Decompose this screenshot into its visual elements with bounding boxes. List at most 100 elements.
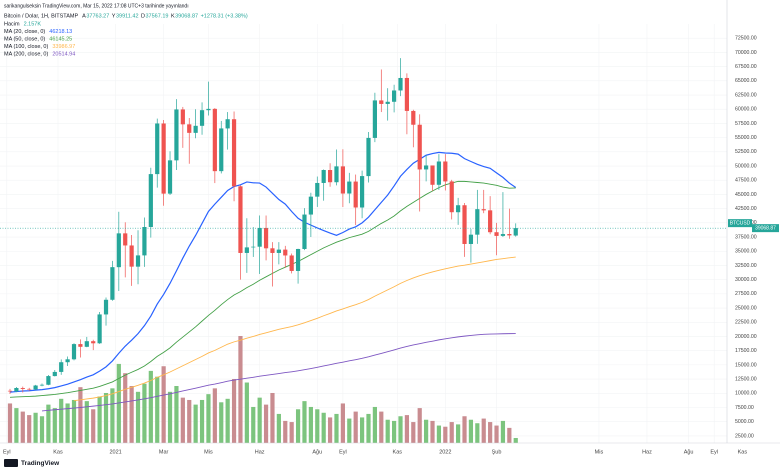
candle-body [142,226,147,256]
candle-body [430,165,435,185]
volume-bar [59,398,64,443]
y-tick-label: 70000.00 [735,50,757,56]
logo-icon [4,459,18,467]
volume-bar [231,379,237,443]
legend-volume-name: Hacim [4,21,20,27]
x-tick-label: Eyl [3,449,11,455]
volume-bar [20,411,25,443]
volume-bar [103,392,109,443]
candle-body [123,233,128,246]
candle-body [424,165,429,170]
candle-body [27,388,32,390]
volume-bar [417,408,422,443]
grid [0,24,727,443]
x-tick-label: Eyl [710,449,718,455]
candle-body [231,119,237,187]
volume-bar [65,403,70,443]
candle-body [327,170,333,183]
volume-bar [129,386,134,443]
y-tick-label: 35000.00 [735,249,757,255]
volume-bar [193,404,198,443]
candle-body [155,123,160,175]
y-tick-label: 25000.00 [735,305,757,311]
volume-bar [212,388,217,443]
candle-body [244,247,249,253]
candle-body [14,388,19,392]
candle-body [398,77,403,91]
candle-body [507,234,512,236]
volume-bar [379,411,384,443]
volume-bar [456,424,461,443]
candle-body [289,255,294,271]
candle-body [315,182,320,197]
legend-value: 33986.97 [52,44,75,50]
volume-bar [46,404,51,443]
candle-body [225,119,230,129]
x-tick-label: Şub [492,449,502,455]
volume-bar [123,373,128,443]
y-tick-label: 42500.00 [735,206,757,212]
volume-bar [462,416,467,443]
x-tick-label: 2021 [109,449,121,455]
y-tick-label: 72500.00 [735,36,757,42]
volume-bar [148,370,153,443]
candle-body [206,108,211,111]
candle-body [97,314,102,344]
volume-bar [366,413,371,443]
volume-bar [283,420,288,443]
y-tick-label: 65000.00 [735,78,757,84]
candle-body [475,209,480,235]
candle-body [84,341,89,347]
last-price-bg [752,224,779,233]
volume-bar [308,406,313,443]
x-tick-label: Ağu [312,449,322,455]
volume-bar [238,336,243,443]
ma-layer [9,151,517,412]
volume-bar [71,399,77,443]
volume-bar [33,412,38,443]
candle-body [411,110,416,125]
volume-bar [289,422,294,443]
legend-entry: MA (20, close, 0) [4,29,45,35]
ohlc-prefix: D [141,13,145,19]
candle-body [212,108,217,172]
volume-bar [424,419,429,443]
candle-body [187,124,192,133]
volume-bar [276,413,281,443]
candle-body [103,299,109,315]
candle-body [283,249,288,256]
volume-bar [39,416,45,443]
volume-bar [411,422,416,443]
candle-body [340,166,345,194]
volume-bar [468,419,474,443]
y-tick-label: 2500.00 [735,433,754,439]
legend-entry: MA (50, close, 0) [4,36,45,42]
legend-entry: MA (100, close, 0) [4,44,48,50]
candle-body [379,100,384,104]
legend: Bitcoin / Dolar, 1H, BITSTAMP A 37763.27 Y 3… [4,13,248,57]
y-tick-label: 37500.00 [735,234,757,240]
volume-bar [430,420,435,443]
volume-bar [321,412,326,443]
ohlc-prefix: K [171,13,175,19]
legend-volume-value: 2.157K [24,21,42,27]
volume-bar [494,425,499,443]
volume-bar [174,386,179,443]
ma-line [9,180,516,398]
candle-body [20,388,25,389]
candle-body [372,100,377,138]
volume-bar [340,403,345,443]
volume-bar [392,420,397,443]
y-tick-label: 27500.00 [735,291,757,297]
ma-line [41,333,516,412]
candle-body [308,196,313,215]
ma-line [9,151,517,393]
candle-layer [0,58,727,394]
candle-body [59,362,64,372]
volume-bar [398,416,403,443]
y-tick-label: 32500.00 [735,263,757,269]
y-tick-label: 15000.00 [735,362,757,368]
y-tick-label: 60000.00 [735,107,757,113]
volume-bar [180,397,185,443]
candle-body [334,166,339,183]
